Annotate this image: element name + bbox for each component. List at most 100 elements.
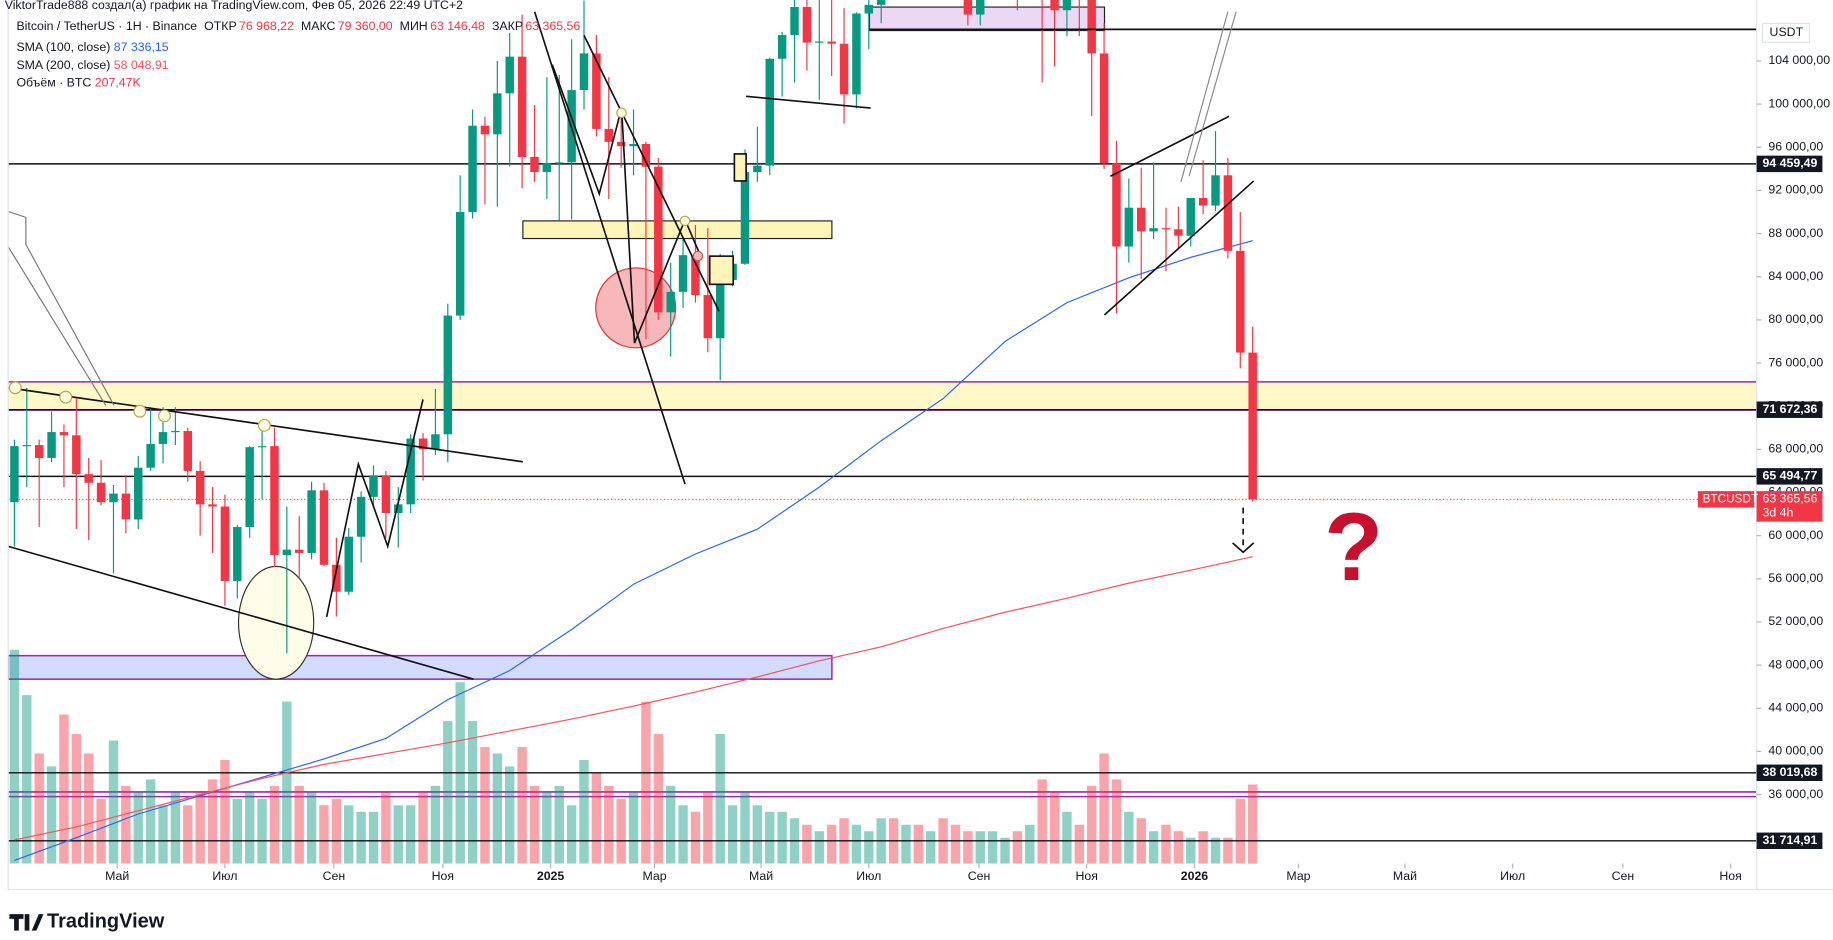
candle-body	[282, 549, 292, 556]
candle-body	[963, 0, 973, 15]
candle-body	[1112, 163, 1121, 247]
candle-body	[1161, 228, 1171, 230]
logo: TradingView	[9, 911, 165, 933]
volume-bar	[1161, 824, 1171, 864]
volume-bar	[46, 766, 57, 864]
level-label: 94 459,49	[1762, 156, 1817, 170]
candle-body	[505, 56, 514, 94]
candle-body	[802, 7, 812, 43]
volume-bar	[183, 805, 193, 864]
y-tick-label: 84 000,00	[1768, 269, 1823, 283]
y-tick-label: 36 000,00	[1768, 787, 1823, 801]
currency: USDT	[1770, 25, 1804, 39]
x-tick-label: Июл	[1500, 869, 1525, 883]
candle-body	[431, 434, 440, 450]
volume-bar	[740, 792, 750, 864]
volume-bar	[752, 805, 763, 864]
candle-body	[1223, 175, 1233, 251]
volume-bar	[1210, 837, 1221, 864]
ohlc-legend: Bitcoin / TetherUS · 1Н · Binance ОТКР 76 …	[16, 19, 580, 33]
zone	[8, 381, 1757, 411]
ohlc: ОТКР 76 968,22 МАКС 79 360,00 МИН 63 146,48 ЗА…	[204, 19, 580, 33]
trend-line	[533, 11, 686, 485]
candle-body	[270, 446, 279, 556]
volume-bar	[1111, 779, 1122, 864]
volume	[9, 649, 1258, 864]
y-tick-label: 76 000,00	[1768, 355, 1823, 369]
volume-bar	[9, 649, 20, 864]
volume-bar	[170, 792, 181, 864]
candle-body	[1236, 250, 1245, 353]
trend-line	[1110, 115, 1230, 177]
volume-bar	[1012, 831, 1023, 864]
candle-body	[468, 125, 477, 212]
candle-body	[233, 527, 242, 581]
price-axis: 36 000,00 40 000,00 44 000,00 48 000,00 52 0…	[1697, 53, 1830, 850]
candle-body	[517, 56, 527, 157]
level-label-bg	[1756, 832, 1823, 850]
level-label-bg	[1756, 155, 1823, 173]
volume-bar	[653, 734, 664, 864]
candle-body	[158, 432, 168, 444]
box	[708, 255, 735, 286]
candle-body	[839, 43, 849, 95]
candle-body	[171, 431, 180, 433]
x-tick-label: Сен	[323, 869, 346, 883]
last-price-label: 63 365,56	[1762, 492, 1817, 506]
volume-bar	[851, 824, 862, 864]
volume-bar	[145, 779, 156, 864]
candle-body	[629, 144, 638, 147]
candle-body	[1087, 0, 1096, 54]
last-price-bg	[1756, 491, 1823, 522]
y-tick-label: 44 000,00	[1768, 701, 1823, 715]
candle-body	[121, 493, 131, 520]
volume-bar	[1235, 798, 1245, 864]
x-tick-label: Май	[105, 869, 129, 883]
volume-bar	[690, 811, 701, 864]
candle-body	[1149, 228, 1158, 232]
volume-bar	[108, 740, 119, 864]
candle-body	[530, 156, 539, 173]
volume-bar	[430, 785, 441, 864]
volume-bar	[641, 701, 651, 864]
candle-body	[815, 41, 824, 43]
candle-body	[84, 474, 93, 483]
y-tick-label: 56 000,00	[1768, 571, 1823, 585]
x-tick-label: Июл	[856, 869, 881, 883]
volume-bar	[566, 805, 577, 864]
volume-bar	[604, 785, 614, 864]
candle-body	[1211, 175, 1220, 206]
volume-bar	[1074, 824, 1085, 864]
volume-bar	[34, 753, 44, 864]
volume-bar	[727, 805, 738, 864]
candle-body	[208, 504, 217, 507]
candle-body	[864, 4, 874, 14]
candle-body	[220, 506, 230, 581]
candle-body	[654, 166, 663, 313]
marker	[133, 404, 147, 418]
candle-body	[59, 432, 69, 436]
candle-body	[10, 446, 19, 503]
candle-body	[753, 165, 762, 173]
candle-body	[369, 475, 378, 497]
ohlc-value: 79 360,00	[338, 19, 393, 33]
volume-bar	[282, 701, 292, 864]
y-tick-label: 92 000,00	[1768, 183, 1823, 197]
x-tick-label: Июл	[212, 869, 237, 883]
level-label: 31 714,91	[1762, 833, 1817, 847]
candle-body	[195, 470, 205, 505]
y-tick-label: 96 000,00	[1768, 140, 1823, 154]
volume-bar	[22, 695, 32, 864]
volume-bar	[802, 824, 812, 864]
volume-bar	[554, 785, 564, 864]
trend-line	[583, 34, 720, 312]
volume-bar	[678, 805, 688, 864]
candle-body	[34, 445, 44, 458]
volume-bar	[591, 772, 602, 864]
volume-bar	[814, 831, 824, 864]
candle-body	[406, 438, 415, 505]
candle-body	[604, 128, 614, 142]
candle-body	[455, 211, 465, 316]
legend-sma200: SMA (200, close) 58 048,91	[16, 58, 168, 72]
y-tick-label: 80 000,00	[1768, 312, 1823, 326]
